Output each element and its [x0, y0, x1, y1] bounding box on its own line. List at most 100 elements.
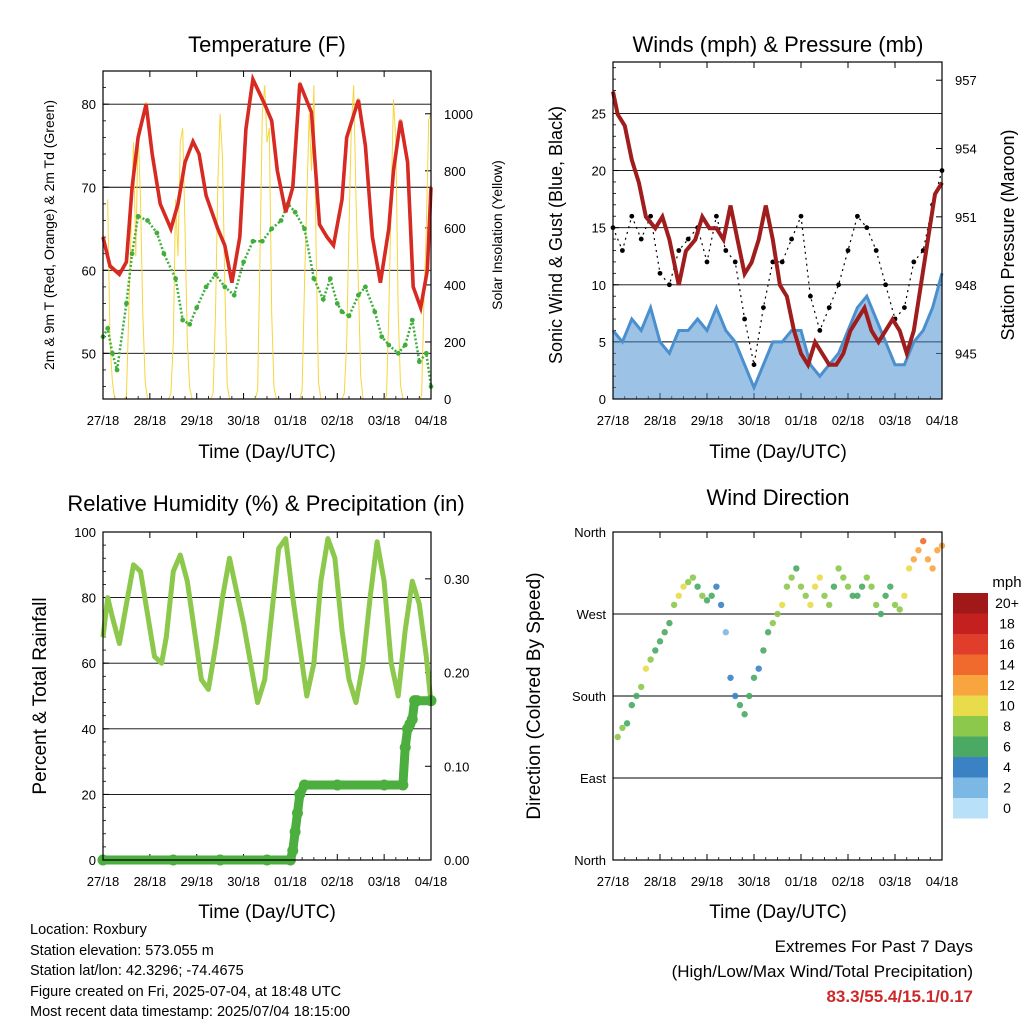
x-tick-label: 03/18: [879, 874, 912, 889]
gust-point: [732, 259, 738, 265]
legend-swatch: [953, 798, 988, 819]
direction-point: [887, 583, 894, 590]
x-tick-label: 02/18: [321, 874, 354, 889]
gust-point: [751, 362, 757, 368]
direction-point: [741, 711, 748, 718]
direction-point: [915, 547, 922, 554]
direction-point: [774, 610, 781, 618]
y-right-tick-label: 957: [955, 73, 977, 88]
extremes-values: 83.3/55.4/15.1/0.17: [826, 987, 973, 1006]
direction-point: [708, 592, 715, 599]
direction-point: [628, 701, 635, 709]
x-tick-label: 30/18: [738, 413, 771, 428]
title-wind-direction: Wind Direction: [706, 485, 849, 510]
direction-point: [858, 583, 866, 590]
direction-point: [652, 647, 659, 654]
direction-point: [910, 556, 917, 563]
x-tick-label: 02/18: [832, 874, 865, 889]
xlabel-wind-direction: Time (Day/UTC): [709, 902, 847, 923]
gust-point: [864, 225, 870, 231]
direction-point: [666, 619, 673, 627]
ylabel-right-temperature: Solar Insolation (Yellow): [489, 160, 505, 310]
x-tick-label: 29/18: [180, 413, 213, 428]
y-tick-label: West: [577, 607, 607, 622]
x-tick-label: 01/18: [785, 413, 818, 428]
direction-point: [656, 638, 664, 645]
y-tick-label: 80: [82, 591, 96, 606]
y-tick-label: North: [574, 525, 606, 540]
figure-created: Figure created on Fri, 2025-07-04, at 18…: [30, 983, 342, 1000]
gust-point: [883, 282, 888, 288]
x-tick-label: 01/18: [785, 874, 818, 889]
y-tick-label: South: [572, 689, 606, 704]
xlabel-temperature: Time (Day/UTC): [198, 442, 336, 463]
pressure-series: [611, 91, 944, 370]
rain-point: [294, 788, 306, 800]
legend-label: 10: [999, 698, 1015, 714]
direction-point: [661, 629, 668, 636]
direction-point: [929, 565, 936, 572]
legend-label: 2: [1003, 780, 1011, 796]
y-right-tick-label: 0.00: [444, 853, 469, 868]
y-tick-label: 25: [592, 106, 606, 121]
legend-swatch: [953, 777, 988, 798]
x-tick-label: 03/18: [368, 874, 401, 889]
x-tick-label: 02/18: [321, 413, 354, 428]
rain-point: [399, 742, 411, 754]
direction-point: [670, 601, 678, 609]
station-info: Location: Roxbury Station elevation: 573…: [30, 920, 350, 1023]
x-tick-label: 04/18: [926, 413, 959, 428]
y-tick-label: 80: [82, 97, 96, 112]
legend-label: 4: [1003, 759, 1011, 775]
x-tick-label: 27/18: [87, 413, 120, 428]
direction-point: [793, 565, 800, 572]
legend-swatch: [953, 593, 988, 614]
rain-point: [397, 779, 409, 791]
plot-area-humidity: 0 20 40 60 80 100 0.00 0.10 0.20 0.30 27/18 28/18 29…: [74, 525, 469, 889]
legend-swatch: [953, 634, 988, 655]
x-tick-label: 04/18: [415, 413, 448, 428]
x-tick-label: 04/18: [415, 874, 448, 889]
y-tick-label: East: [580, 771, 606, 786]
y-right-tick-label: 954: [955, 142, 977, 157]
direction-point: [821, 592, 828, 599]
speed-legend: mph 20+ 18 16 14 12 10 8 6 4 2 0: [953, 574, 1022, 819]
direction-point: [685, 578, 692, 586]
direction-point: [816, 574, 823, 581]
direction-point: [619, 724, 626, 732]
direction-point: [905, 565, 913, 572]
y-tick-label: 60: [82, 656, 96, 671]
y-tick-label: 70: [82, 180, 96, 195]
direction-point: [863, 574, 870, 581]
x-tick-label: 03/18: [368, 413, 401, 428]
x-tick-label: 28/18: [134, 874, 167, 889]
panel-temperature: Temperature (F) 506070800200400600800100…: [41, 32, 505, 463]
station-location: Location: Roxbury: [30, 922, 147, 938]
rain-point: [331, 779, 343, 791]
panel-winds: Winds (mph) & Pressure (mb) 0 5 10 15 20 25 94…: [546, 32, 1018, 463]
x-tick-label: 01/18: [274, 413, 307, 428]
gust-point: [779, 259, 785, 265]
y-right-tick-label: 0.10: [444, 759, 469, 774]
y-tick-label: 15: [592, 221, 606, 236]
x-tick-label: 27/18: [87, 874, 120, 889]
rain-point: [289, 826, 301, 838]
xlabel-winds: Time (Day/UTC): [709, 442, 847, 463]
extremes-subtitle: (High/Low/Max Wind/Total Precipitation): [671, 962, 973, 981]
direction-point: [844, 583, 852, 590]
direction-point: [849, 592, 856, 599]
direction-point: [840, 574, 847, 581]
gust-point: [902, 305, 907, 311]
direction-point: [699, 592, 706, 599]
panel-humidity: Relative Humidity (%) & Precipitation (i…: [30, 491, 469, 923]
direction-point: [764, 629, 772, 636]
direction-point: [623, 720, 631, 727]
legend-swatch: [953, 675, 988, 696]
rain-point: [298, 779, 310, 791]
panel-wind-direction: Wind Direction North East South West North 27…: [524, 485, 1022, 923]
x-tick-label: 03/18: [879, 413, 912, 428]
gust-point: [789, 236, 794, 242]
legend-label: 0: [1003, 800, 1011, 816]
ylabel-wind-direction: Direction (Colored By Speed): [524, 572, 545, 819]
y-right-tick-label: 0: [444, 392, 451, 407]
